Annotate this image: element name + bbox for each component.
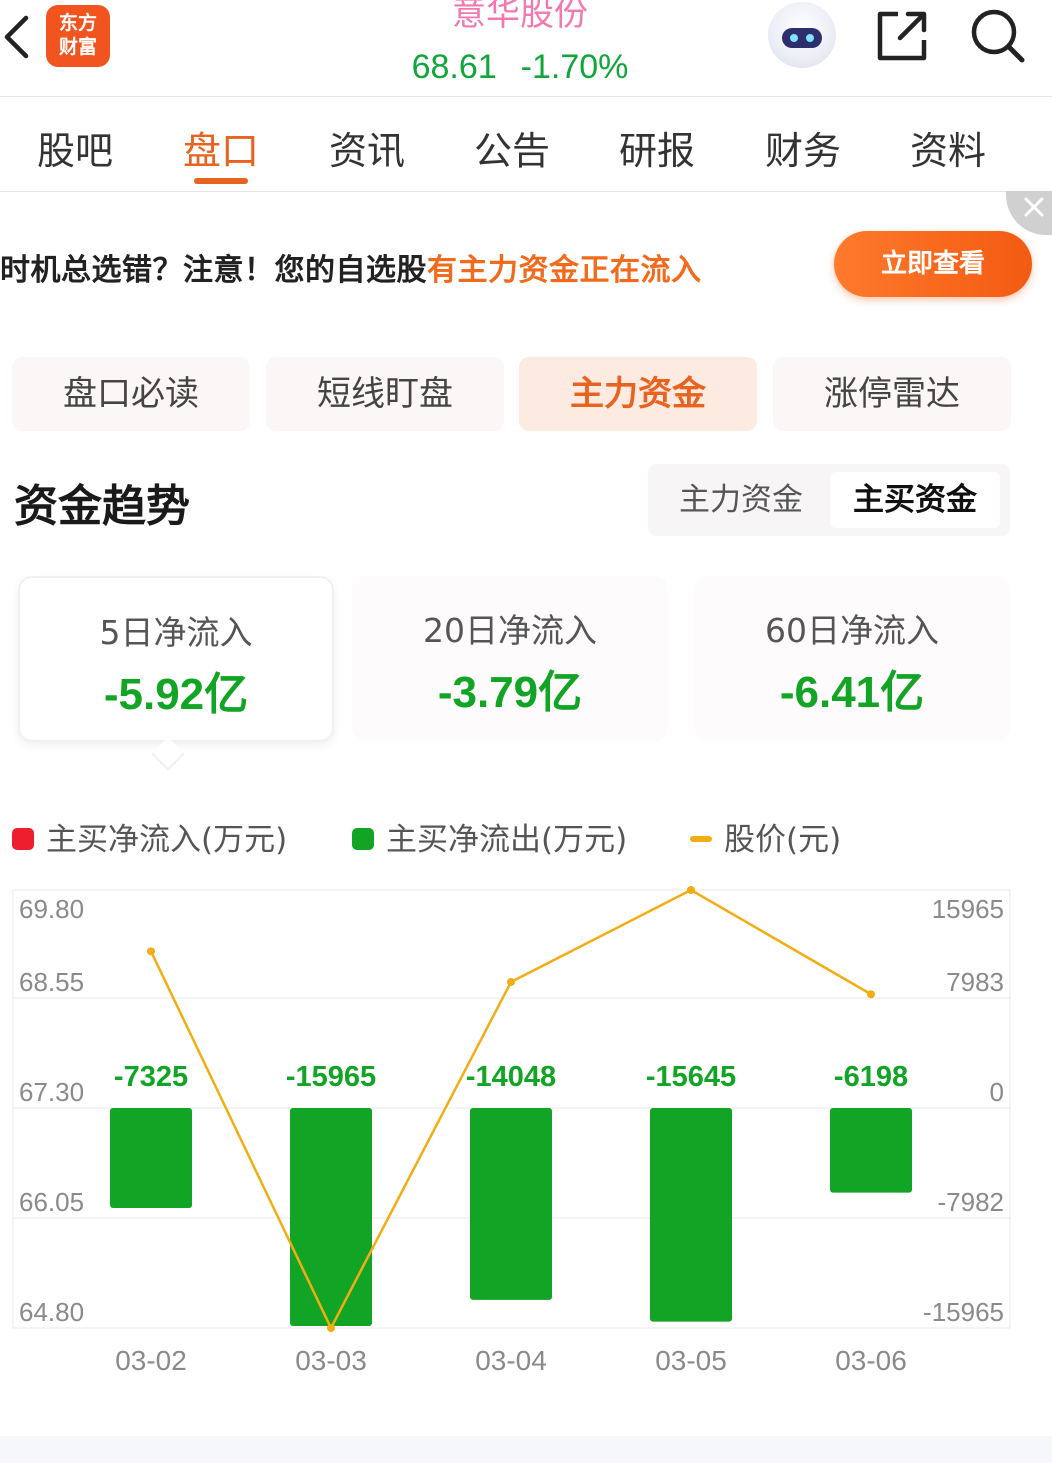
- legend-orange-line-icon: [690, 835, 712, 842]
- right-axis-tick-label: -15965: [923, 1297, 1004, 1327]
- price-point: [147, 947, 155, 956]
- right-axis-tick-label: -7982: [938, 1187, 1005, 1217]
- stock-change: -1.70%: [520, 48, 629, 86]
- chart-bar: [110, 1108, 192, 1209]
- logo-text-line2: 财富: [58, 36, 97, 58]
- subtab-must-read[interactable]: 盘口必读: [12, 357, 250, 431]
- legend-inflow: 主买净流入(万元): [12, 814, 287, 858]
- bottom-strip: [0, 1436, 1052, 1463]
- chart-bar: [290, 1108, 372, 1326]
- bar-value-label: -15645: [646, 1061, 736, 1093]
- legend-outflow: 主买净流出(万元): [352, 814, 627, 858]
- x-axis-tick-label: 03-05: [655, 1345, 727, 1376]
- x-axis-tick-label: 03-04: [475, 1345, 547, 1376]
- tab-guba[interactable]: 股吧: [36, 129, 113, 173]
- robot-eye-right: [806, 34, 814, 42]
- header-divider: [0, 96, 1052, 97]
- right-axis-tick-label: 0: [990, 1077, 1004, 1107]
- logo-text-line1: 东方: [58, 12, 97, 34]
- chart-bar: [470, 1108, 552, 1300]
- top-header: 东方 财富 意华股份 68.61 -1.70%: [0, 0, 1052, 96]
- main-nav-tabs: 股吧 盘口 资讯 公告 研报 财务 资料: [0, 98, 1052, 192]
- card-label: 5日净流入: [99, 613, 253, 652]
- stock-name: 意华股份: [452, 0, 588, 34]
- tab-research[interactable]: 研报: [618, 129, 695, 173]
- x-axis-tick-label: 03-02: [115, 1345, 187, 1376]
- app-logo[interactable]: 东方 财富: [46, 5, 110, 67]
- price-point: [507, 977, 515, 986]
- legend-outflow-label: 主买净流出(万元): [386, 822, 628, 858]
- chart-bar: [830, 1108, 912, 1193]
- bar-value-label: -14048: [466, 1061, 556, 1093]
- share-icon[interactable]: [874, 8, 930, 64]
- tab-pankou[interactable]: 盘口: [182, 129, 259, 173]
- nav-divider: [0, 191, 1052, 192]
- ai-assistant-robot-icon[interactable]: [768, 2, 836, 68]
- left-axis-tick-label: 66.05: [19, 1187, 84, 1217]
- chart-bar: [650, 1108, 732, 1322]
- back-arrow-icon[interactable]: [2, 14, 32, 60]
- x-axis-tick-label: 03-06: [835, 1345, 907, 1376]
- banner-message: 时机总选错？注意！您的自选股有主力资金正在流入: [0, 245, 702, 289]
- legend-red-swatch-icon: [12, 827, 34, 850]
- fund-trend-chart[interactable]: 69.80 68.55 67.30 66.05 64.80 15965 7983 0 -7982…: [0, 880, 1052, 1400]
- robot-eye-left: [790, 34, 798, 42]
- subtab-limit-up-radar[interactable]: 涨停雷达: [773, 357, 1011, 431]
- bar-value-label: -15965: [286, 1061, 376, 1093]
- robot-face: [782, 28, 822, 48]
- banner-text-plain: 时机总选错？注意！您的自选股: [0, 253, 427, 288]
- bar-value-label: -6198: [834, 1061, 908, 1093]
- card-value: -5.92亿: [103, 670, 249, 719]
- subtab-main-funds[interactable]: 主力资金: [519, 357, 757, 431]
- card-20day-net-inflow[interactable]: 20日净流入 -3.79亿: [352, 576, 668, 742]
- left-axis-tick-label: 69.80: [19, 894, 84, 924]
- price-point: [327, 1324, 335, 1332]
- left-axis-tick-label: 64.80: [19, 1297, 84, 1327]
- price-point: [867, 990, 875, 999]
- tab-finance[interactable]: 财务: [764, 129, 841, 173]
- tab-profile[interactable]: 资料: [909, 129, 986, 173]
- subtab-short-term[interactable]: 短线盯盘: [266, 357, 504, 431]
- search-icon[interactable]: [968, 6, 1026, 64]
- card-label: 20日净流入: [423, 611, 597, 650]
- stock-quote: 68.61 -1.70%: [390, 48, 650, 87]
- price-point: [687, 886, 695, 894]
- banner-close-button[interactable]: [1006, 191, 1052, 235]
- card-value: -3.79亿: [437, 668, 583, 717]
- legend-inflow-label: 主买净流入(万元): [46, 822, 288, 858]
- banner-text-highlight: 有主力资金正在流入: [427, 253, 702, 288]
- card-label: 60日净流入: [765, 611, 939, 650]
- plot-frame: [12, 889, 1011, 1329]
- tab-announcements[interactable]: 公告: [473, 129, 550, 173]
- toggle-main-funds[interactable]: 主力资金: [679, 482, 803, 518]
- stock-price: 68.61: [411, 48, 497, 86]
- bar-value-label: -7325: [114, 1061, 188, 1093]
- section-title: 资金趋势: [14, 481, 190, 532]
- legend-green-swatch-icon: [352, 827, 374, 850]
- right-axis-tick-label: 15965: [932, 894, 1004, 924]
- card-5day-net-inflow[interactable]: 5日净流入 -5.92亿: [18, 576, 334, 742]
- active-tab-indicator: [194, 178, 248, 184]
- view-now-button[interactable]: 立即查看: [834, 231, 1032, 297]
- x-axis-tick-label: 03-03: [295, 1345, 367, 1376]
- legend-price: 股价(元): [690, 814, 841, 858]
- fund-type-toggle: 主力资金 主买资金: [648, 464, 1010, 536]
- left-axis-tick-label: 68.55: [19, 967, 84, 997]
- tab-news[interactable]: 资讯: [328, 129, 405, 173]
- card-value: -6.41亿: [779, 668, 925, 717]
- legend-price-label: 股价(元): [724, 822, 842, 858]
- promo-banner[interactable]: 时机总选错？注意！您的自选股有主力资金正在流入 立即查看: [0, 191, 1052, 333]
- active-card-pointer: [151, 737, 185, 771]
- toggle-active-buy-funds[interactable]: 主买资金: [830, 472, 1000, 528]
- left-axis-tick-label: 67.30: [19, 1077, 84, 1107]
- close-icon: [1024, 197, 1044, 217]
- card-60day-net-inflow[interactable]: 60日净流入 -6.41亿: [694, 576, 1010, 742]
- right-axis-tick-label: 7983: [946, 967, 1004, 997]
